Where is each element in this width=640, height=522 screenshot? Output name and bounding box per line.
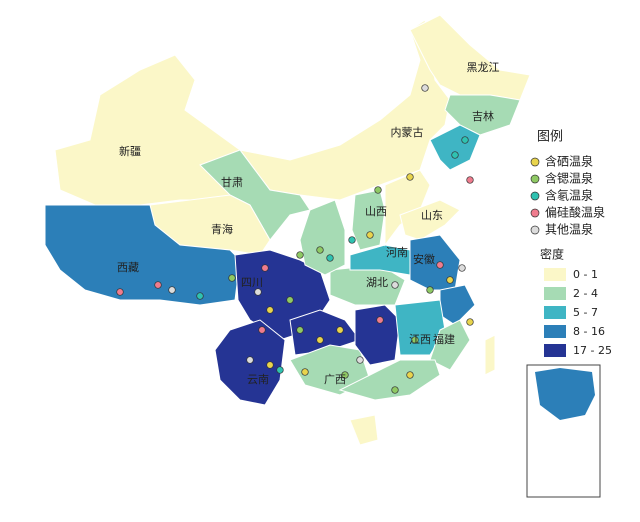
provinces xyxy=(44,14,531,446)
province-label: 内蒙古 xyxy=(391,125,424,139)
hot-spring xyxy=(336,326,344,334)
hot-spring xyxy=(254,288,262,296)
province-label: 广西 xyxy=(324,373,346,386)
density-label: 17 - 25 xyxy=(573,344,612,357)
legend-label: 含氡温泉 xyxy=(545,188,593,203)
hot-spring xyxy=(391,386,399,394)
hot-spring xyxy=(406,371,414,379)
legend-title: 图例 xyxy=(537,130,563,145)
legend-marker xyxy=(530,191,540,201)
hot-spring xyxy=(406,173,414,181)
density-label: 2 - 4 xyxy=(573,287,598,300)
hot-spring xyxy=(458,264,466,272)
hot-spring xyxy=(391,281,399,289)
density-label: 5 - 7 xyxy=(573,306,598,319)
hot-spring xyxy=(258,326,266,334)
hot-spring xyxy=(276,366,284,374)
legend-marker xyxy=(530,157,540,167)
legend-label: 偏硅酸温泉 xyxy=(545,205,605,220)
province-label: 青海 xyxy=(211,222,233,236)
hot-spring xyxy=(116,288,124,296)
province-label: 黑龙江 xyxy=(467,61,500,74)
province-label: 新疆 xyxy=(119,144,141,158)
province-label: 四川 xyxy=(241,276,263,289)
hot-spring xyxy=(466,176,474,184)
legend-label: 含锶温泉 xyxy=(545,171,593,186)
region xyxy=(429,319,471,371)
province-label: 山东 xyxy=(421,209,443,222)
hot-spring xyxy=(436,261,444,269)
region xyxy=(44,204,241,306)
density-swatch xyxy=(544,344,566,357)
region xyxy=(444,94,521,136)
region xyxy=(399,199,461,241)
province-label: 吉林 xyxy=(472,109,494,123)
legend-marker xyxy=(530,174,540,184)
region xyxy=(484,334,496,376)
hot-spring xyxy=(366,231,374,239)
hot-spring xyxy=(461,136,469,144)
province-label: 西藏 xyxy=(117,261,139,274)
hot-spring xyxy=(316,246,324,254)
hot-spring xyxy=(196,292,204,300)
density-label: 0 - 1 xyxy=(573,268,598,281)
hot-spring xyxy=(341,371,349,379)
region xyxy=(299,199,346,276)
hot-spring xyxy=(246,356,254,364)
province-label: 山西 xyxy=(365,205,387,218)
legend-label: 含硒温泉 xyxy=(545,154,593,169)
province-label: 福建 xyxy=(433,332,455,346)
hot-spring xyxy=(316,336,324,344)
hot-spring xyxy=(228,274,236,282)
hot-spring xyxy=(426,286,434,294)
hot-spring xyxy=(266,306,274,314)
hot-spring xyxy=(154,281,162,289)
hot-spring xyxy=(348,236,356,244)
hot-spring xyxy=(411,336,419,344)
province-label: 湖北 xyxy=(366,276,388,289)
region xyxy=(238,19,451,201)
hot-spring xyxy=(466,318,474,326)
density-swatch xyxy=(544,306,566,319)
hot-spring xyxy=(376,316,384,324)
region xyxy=(429,124,481,171)
region xyxy=(349,414,379,446)
province-label: 江西 xyxy=(409,333,431,346)
legend-marker xyxy=(530,225,540,235)
region xyxy=(54,54,246,206)
hot-springs xyxy=(116,84,474,394)
hot-spring xyxy=(296,326,304,334)
hot-spring xyxy=(451,151,459,159)
legend-marker xyxy=(530,208,540,218)
density-title: 密度 xyxy=(540,247,564,262)
province-label: 云南 xyxy=(247,373,269,386)
legend-label: 其他温泉 xyxy=(545,223,593,237)
province-label: 安徽 xyxy=(413,252,435,266)
hot-spring xyxy=(421,84,429,92)
province-label: 河南 xyxy=(386,246,408,259)
region xyxy=(338,359,441,401)
hot-spring xyxy=(286,296,294,304)
hot-spring xyxy=(301,368,309,376)
hot-spring xyxy=(266,361,274,369)
hot-spring xyxy=(326,254,334,262)
province-label: 甘肃 xyxy=(221,176,243,189)
density-swatch xyxy=(544,268,566,281)
region xyxy=(351,189,386,251)
density-label: 8 - 16 xyxy=(573,325,605,338)
hot-spring xyxy=(446,276,454,284)
hot-spring xyxy=(374,186,382,194)
hot-spring xyxy=(296,251,304,259)
inset-map xyxy=(535,368,595,420)
hot-spring xyxy=(356,356,364,364)
density-swatch xyxy=(544,287,566,300)
density-swatch xyxy=(544,325,566,338)
hot-spring xyxy=(261,264,269,272)
hot-spring xyxy=(168,286,176,294)
